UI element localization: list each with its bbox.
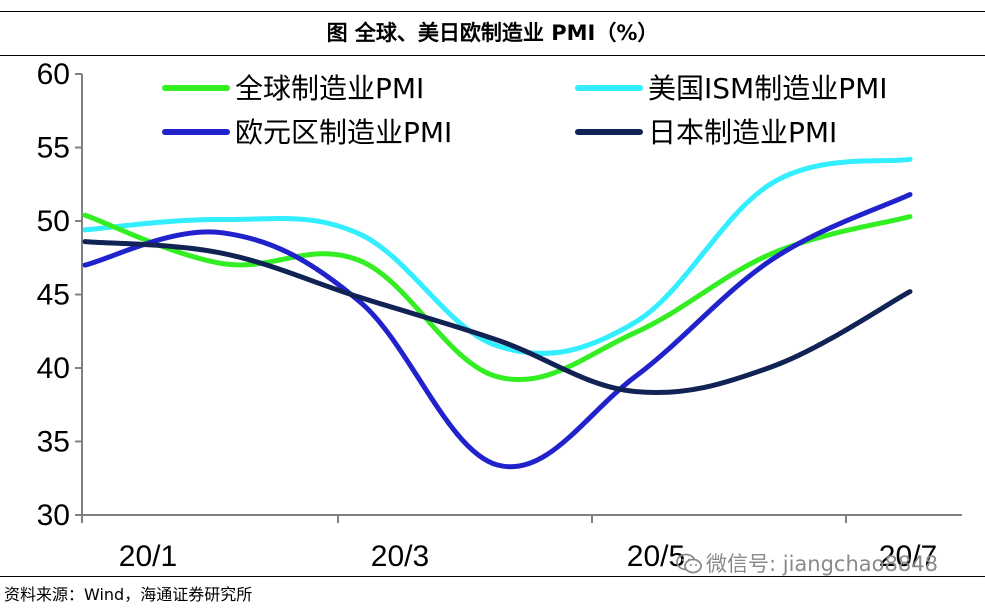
y-tick-label: 35 — [37, 426, 70, 459]
series-line-4 — [82, 239, 913, 396]
legend-label: 全球制造业PMI — [235, 72, 424, 105]
y-tick-label: 60 — [37, 58, 70, 91]
chart-title: 图 全球、美日欧制造业 PMI（%） — [326, 21, 659, 45]
top-rule — [0, 11, 985, 12]
watermark-text: 微信号: jiangchao8848 — [706, 552, 938, 576]
legend-item: 美国ISM制造业PMI — [575, 72, 888, 105]
legend-item: 全球制造业PMI — [162, 72, 424, 105]
series-line-3 — [82, 192, 913, 470]
x-tick-label: 20/3 — [371, 540, 429, 573]
bottom-rule — [0, 576, 985, 577]
series-line-1 — [82, 212, 913, 383]
title-rule — [0, 55, 985, 56]
y-tick-label: 55 — [37, 132, 70, 165]
chart-series — [82, 156, 913, 470]
wechat-icon — [676, 553, 702, 574]
source-note: 资料来源：Wind，海通证券研究所 — [4, 585, 253, 604]
x-tick-label: 20/5 — [627, 540, 685, 573]
legend-label: 美国ISM制造业PMI — [648, 72, 888, 105]
y-tick-label: 50 — [37, 205, 70, 238]
legend-item: 日本制造业PMI — [575, 116, 837, 149]
y-tick-label: 45 — [37, 279, 70, 312]
watermark: 微信号: jiangchao8848 — [676, 548, 938, 578]
x-tick-label: 20/7 — [879, 540, 937, 573]
legend-label: 欧元区制造业PMI — [235, 116, 452, 149]
y-tick-label: 30 — [37, 499, 70, 532]
y-tick-label: 40 — [37, 352, 70, 385]
x-tick-label: 20/1 — [119, 540, 177, 573]
chart-axes: 30 35 40 45 50 55 60 20/1 20/3 20/5 20/7 — [37, 58, 962, 573]
legend-label: 日本制造业PMI — [648, 116, 837, 149]
legend-item: 欧元区制造业PMI — [162, 116, 452, 149]
chart-legend: 全球制造业PMI 美国ISM制造业PMI 欧元区制造业PMI 日本制造业PMI — [162, 72, 888, 149]
series-line-2 — [82, 156, 913, 356]
